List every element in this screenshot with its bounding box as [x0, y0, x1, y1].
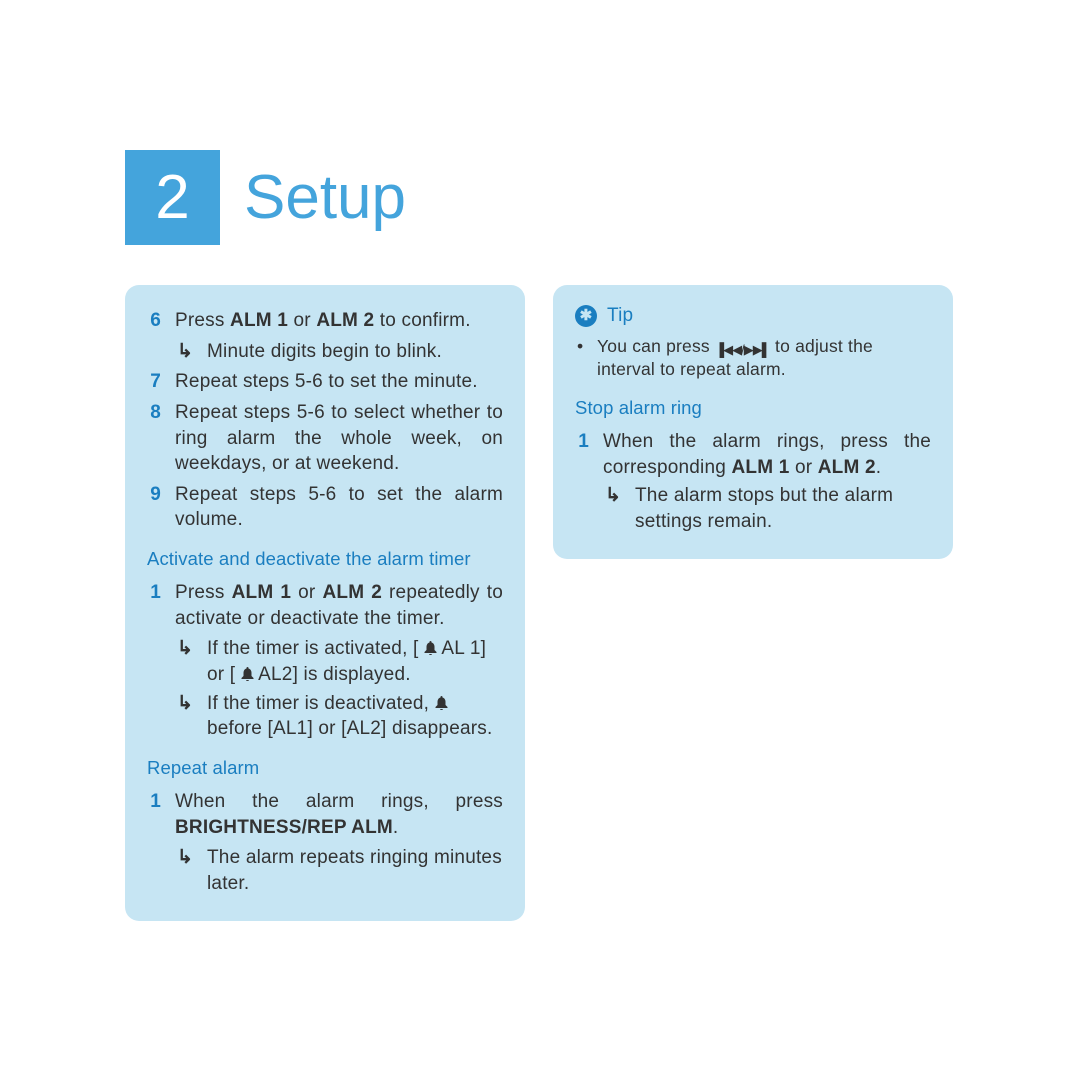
tip-asterisk-icon: ✱ — [575, 305, 597, 327]
text: before [AL1] or [AL2] disappears. — [207, 718, 492, 739]
result-arrow-icon: ↳ — [605, 483, 625, 534]
repeat-result: ↳ The alarm repeats ringing minutes late… — [177, 845, 503, 896]
step-text: Press ALM 1 or ALM 2 to confirm. — [175, 308, 503, 334]
text: or — [291, 582, 322, 603]
tip-header: ✱ Tip — [575, 303, 931, 329]
step-number: 8 — [147, 400, 161, 477]
text: You can press — [597, 336, 715, 356]
tip-text: You can press ▐◀◀/▶▶▌ to adjust the inte… — [597, 335, 931, 382]
bold-text: ALM 2 — [316, 310, 374, 331]
chapter-title: Setup — [244, 162, 406, 233]
text: When the alarm rings, press — [175, 791, 503, 812]
step-number: 9 — [147, 482, 161, 533]
text: Press — [175, 310, 230, 331]
result-arrow-icon: ↳ — [177, 339, 197, 365]
step-text: Repeat steps 5-6 to set the alarm volume… — [175, 482, 503, 533]
result-text: Minute digits begin to blink. — [207, 339, 503, 365]
text: or — [288, 310, 316, 331]
activate-result-2: ↳ If the timer is deactivated, before [A… — [177, 691, 503, 742]
left-card: 6 Press ALM 1 or ALM 2 to confirm. ↳ Min… — [125, 285, 525, 921]
bell-icon — [424, 641, 437, 655]
step-number: 1 — [575, 429, 589, 480]
bold-text: ALM 2 — [818, 457, 876, 478]
content-columns: 6 Press ALM 1 or ALM 2 to confirm. ↳ Min… — [125, 285, 1010, 921]
result-arrow-icon: ↳ — [177, 636, 197, 687]
result-text: If the timer is deactivated, before [AL1… — [207, 691, 503, 742]
tip-label: Tip — [607, 303, 633, 329]
chapter-number-badge: 2 — [125, 150, 220, 245]
activate-result-1: ↳ If the timer is activated, [ AL 1] or … — [177, 636, 503, 687]
result-arrow-icon: ↳ — [177, 691, 197, 742]
bold-text: BRIGHTNESS/REP ALM — [175, 817, 393, 838]
step-8: 8 Repeat steps 5-6 to select whether to … — [147, 400, 503, 477]
right-card: ✱ Tip • You can press ▐◀◀/▶▶▌ to adjust … — [553, 285, 953, 559]
section-repeat-title: Repeat alarm — [147, 756, 503, 781]
bell-icon — [435, 696, 448, 710]
section-stop-title: Stop alarm ring — [575, 396, 931, 421]
right-column: ✱ Tip • You can press ▐◀◀/▶▶▌ to adjust … — [553, 285, 953, 559]
step-text: Repeat steps 5-6 to set the minute. — [175, 369, 503, 395]
stop-step-1: 1 When the alarm rings, press the corres… — [575, 429, 931, 480]
section-activate-title: Activate and deactivate the alarm timer — [147, 547, 503, 572]
chapter-header: 2 Setup — [125, 150, 1010, 245]
result-text: The alarm repeats ringing minutes later. — [207, 845, 503, 896]
step-text: Press ALM 1 or ALM 2 repeatedly to activ… — [175, 580, 503, 631]
step-text: Repeat steps 5-6 to select whether to ri… — [175, 400, 503, 477]
stop-result: ↳ The alarm stops but the alarm settings… — [605, 483, 931, 534]
step-number: 6 — [147, 308, 161, 334]
text: If the timer is activated, [ — [207, 638, 424, 659]
step-7: 7 Repeat steps 5-6 to set the minute. — [147, 369, 503, 395]
activate-step-1: 1 Press ALM 1 or ALM 2 repeatedly to act… — [147, 580, 503, 631]
result-text: If the timer is activated, [ AL 1] or [ … — [207, 636, 503, 687]
bold-text: ALM 2 — [322, 582, 382, 603]
text: or — [790, 457, 818, 478]
step-text: When the alarm rings, press the correspo… — [603, 429, 931, 480]
prev-next-icon: ▐◀◀/▶▶▌ — [715, 341, 770, 359]
left-column: 6 Press ALM 1 or ALM 2 to confirm. ↳ Min… — [125, 285, 525, 921]
repeat-step-1: 1 When the alarm rings, press BRIGHTNESS… — [147, 789, 503, 840]
bullet-icon: • — [577, 335, 587, 382]
text: . — [876, 457, 881, 478]
bell-icon — [241, 667, 254, 681]
text: If the timer is deactivated, — [207, 693, 435, 714]
bold-text: ALM 1 — [232, 582, 292, 603]
text: AL2] is displayed. — [254, 664, 411, 685]
step-9: 9 Repeat steps 5-6 to set the alarm volu… — [147, 482, 503, 533]
step-text: When the alarm rings, press BRIGHTNESS/R… — [175, 789, 503, 840]
step-number: 7 — [147, 369, 161, 395]
text: Press — [175, 582, 232, 603]
result-arrow-icon: ↳ — [177, 845, 197, 896]
text: . — [393, 817, 398, 838]
step-number: 1 — [147, 580, 161, 631]
step-number: 1 — [147, 789, 161, 840]
bold-text: ALM 1 — [230, 310, 288, 331]
step-6-result: ↳ Minute digits begin to blink. — [177, 339, 503, 365]
text: to confirm. — [374, 310, 470, 331]
bold-text: ALM 1 — [732, 457, 790, 478]
result-text: The alarm stops but the alarm settings r… — [635, 483, 931, 534]
tip-bullet: • You can press ▐◀◀/▶▶▌ to adjust the in… — [577, 335, 931, 382]
step-6: 6 Press ALM 1 or ALM 2 to confirm. — [147, 308, 503, 334]
